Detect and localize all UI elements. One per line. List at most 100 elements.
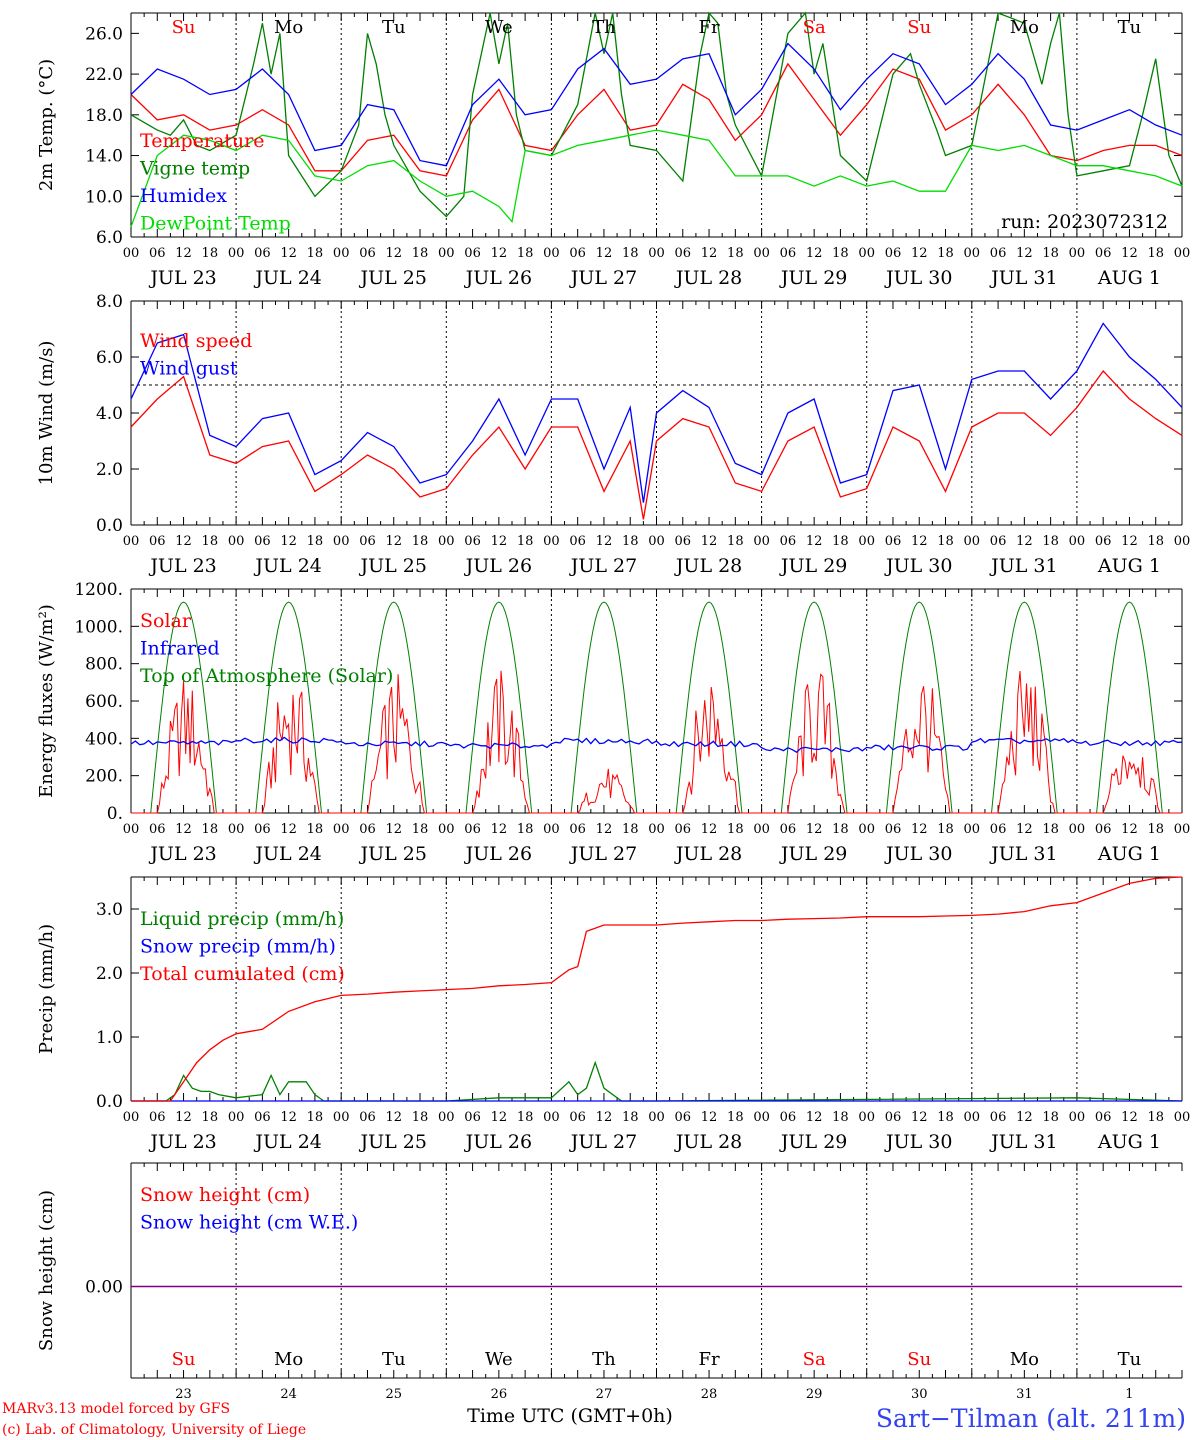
hour-tick-label: 06 (569, 1110, 586, 1125)
date-label: JUL 27 (569, 843, 637, 865)
date-label: JUL 29 (779, 555, 847, 577)
hour-tick-label: 00 (123, 246, 140, 261)
hour-tick-label: 06 (990, 246, 1007, 261)
hour-tick-label: 06 (675, 534, 692, 549)
date-label: JUL 29 (779, 1131, 847, 1153)
hour-tick-label: 00 (648, 822, 665, 837)
hour-tick-label: 00 (858, 246, 875, 261)
hour-tick-label: 00 (438, 1110, 455, 1125)
hour-tick-label: 00 (1069, 822, 1086, 837)
date-label: JUL 24 (253, 1131, 321, 1153)
legend-entry: Snow precip (mm/h) (140, 936, 336, 958)
hour-tick-label: 00 (964, 822, 981, 837)
hour-tick-label: 00 (333, 822, 350, 837)
hour-tick-label: 06 (1095, 822, 1112, 837)
date-label: JUL 25 (359, 1131, 427, 1153)
y-tick-label: 10.0 (85, 187, 123, 207)
y-axis-label: 2m Temp. (°C) (36, 59, 57, 191)
hour-tick-label: 06 (1095, 1110, 1112, 1125)
hour-tick-label: 00 (123, 534, 140, 549)
hour-tick-label: 00 (753, 246, 770, 261)
hour-tick-label: 00 (123, 1110, 140, 1125)
hour-tick-label: 12 (701, 246, 718, 261)
run-label: run: 2023072312 (1001, 211, 1168, 233)
hour-tick-label: 06 (359, 1110, 376, 1125)
day-number-label: 24 (280, 1387, 297, 1402)
hour-tick-label: 18 (727, 1110, 744, 1125)
hour-tick-label: 18 (1147, 246, 1164, 261)
y-tick-label: 0. (107, 804, 123, 824)
date-label: JUL 26 (464, 1131, 532, 1153)
weekday-label-top: Fr (699, 17, 720, 38)
weekday-label-bottom: Th (592, 1349, 616, 1370)
hour-tick-label: 12 (596, 822, 613, 837)
day-number-label: 27 (596, 1387, 613, 1402)
hour-tick-label: 00 (753, 822, 770, 837)
date-label: JUL 24 (253, 843, 321, 865)
date-label: JUL 26 (464, 843, 532, 865)
hour-tick-label: 06 (675, 246, 692, 261)
hour-tick-label: 06 (990, 822, 1007, 837)
hour-tick-label: 18 (412, 1110, 429, 1125)
y-tick-label: 0.0 (96, 1092, 123, 1112)
weekday-label-bottom: We (485, 1349, 513, 1370)
weekday-label-bottom: Tu (382, 1349, 406, 1370)
y-axis-label: Precip (mm/h) (36, 924, 57, 1054)
hour-tick-label: 06 (569, 246, 586, 261)
y-tick-label: 2.0 (96, 460, 123, 480)
hour-tick-label: 06 (464, 822, 481, 837)
y-axis-label: Energy fluxes (W/m²) (36, 604, 57, 798)
y-tick-label: 6.0 (96, 348, 123, 368)
hour-tick-label: 18 (202, 822, 219, 837)
hour-tick-label: 18 (517, 1110, 534, 1125)
hour-tick-label: 00 (228, 822, 245, 837)
hour-tick-label: 06 (990, 1110, 1007, 1125)
hour-tick-label: 12 (806, 534, 823, 549)
date-label: JUL 27 (569, 1131, 637, 1153)
hour-tick-label: 06 (1095, 534, 1112, 549)
hour-tick-label: 00 (1174, 246, 1191, 261)
hour-tick-label: 18 (307, 246, 324, 261)
legend-entry: Snow height (cm) (140, 1184, 310, 1206)
date-label: JUL 28 (674, 555, 742, 577)
hour-tick-label: 18 (202, 534, 219, 549)
hour-tick-label: 00 (1069, 1110, 1086, 1125)
hour-tick-label: 00 (1069, 534, 1086, 549)
hour-tick-label: 06 (254, 822, 271, 837)
hour-tick-label: 06 (149, 246, 166, 261)
credit-line-2: (c) Lab. of Climatology, University of L… (2, 1422, 306, 1438)
hour-tick-label: 00 (753, 534, 770, 549)
series-liquid-precip-mm-h- (131, 1060, 1183, 1102)
station-label: Sart−Tilman (alt. 211m) (876, 1404, 1186, 1433)
series-vigne-temp (130, 11, 1183, 218)
hour-tick-label: 18 (727, 534, 744, 549)
hour-tick-label: 06 (359, 534, 376, 549)
date-label: JUL 28 (674, 1131, 742, 1153)
y-tick-label: 4.0 (96, 404, 123, 424)
hour-tick-label: 00 (648, 246, 665, 261)
y-tick-label: 14.0 (85, 147, 123, 167)
series-infrared (130, 736, 1183, 754)
hour-tick-label: 06 (1095, 246, 1112, 261)
weekday-label-top: We (485, 17, 513, 38)
series-layer (130, 11, 1183, 1288)
date-label: JUL 24 (253, 555, 321, 577)
hour-tick-label: 12 (806, 822, 823, 837)
hour-tick-label: 06 (254, 1110, 271, 1125)
date-label: JUL 24 (253, 267, 321, 289)
date-label: AUG 1 (1097, 267, 1161, 289)
y-tick-label: 0.00 (85, 1278, 123, 1298)
hour-tick-label: 12 (1016, 1110, 1033, 1125)
hour-tick-label: 12 (1121, 822, 1138, 837)
y-tick-label: 22.0 (85, 65, 123, 85)
y-tick-label: 200. (85, 767, 123, 787)
date-label: JUL 28 (674, 267, 742, 289)
legend-entry: Top of Atmosphere (Solar) (140, 665, 393, 687)
hour-tick-label: 06 (990, 534, 1007, 549)
y-tick-label: 0.0 (96, 516, 123, 536)
hour-tick-label: 18 (622, 246, 639, 261)
date-label: JUL 30 (884, 267, 952, 289)
hour-tick-label: 12 (1016, 822, 1033, 837)
x-axis-title: Time UTC (GMT+0h) (467, 1405, 673, 1427)
